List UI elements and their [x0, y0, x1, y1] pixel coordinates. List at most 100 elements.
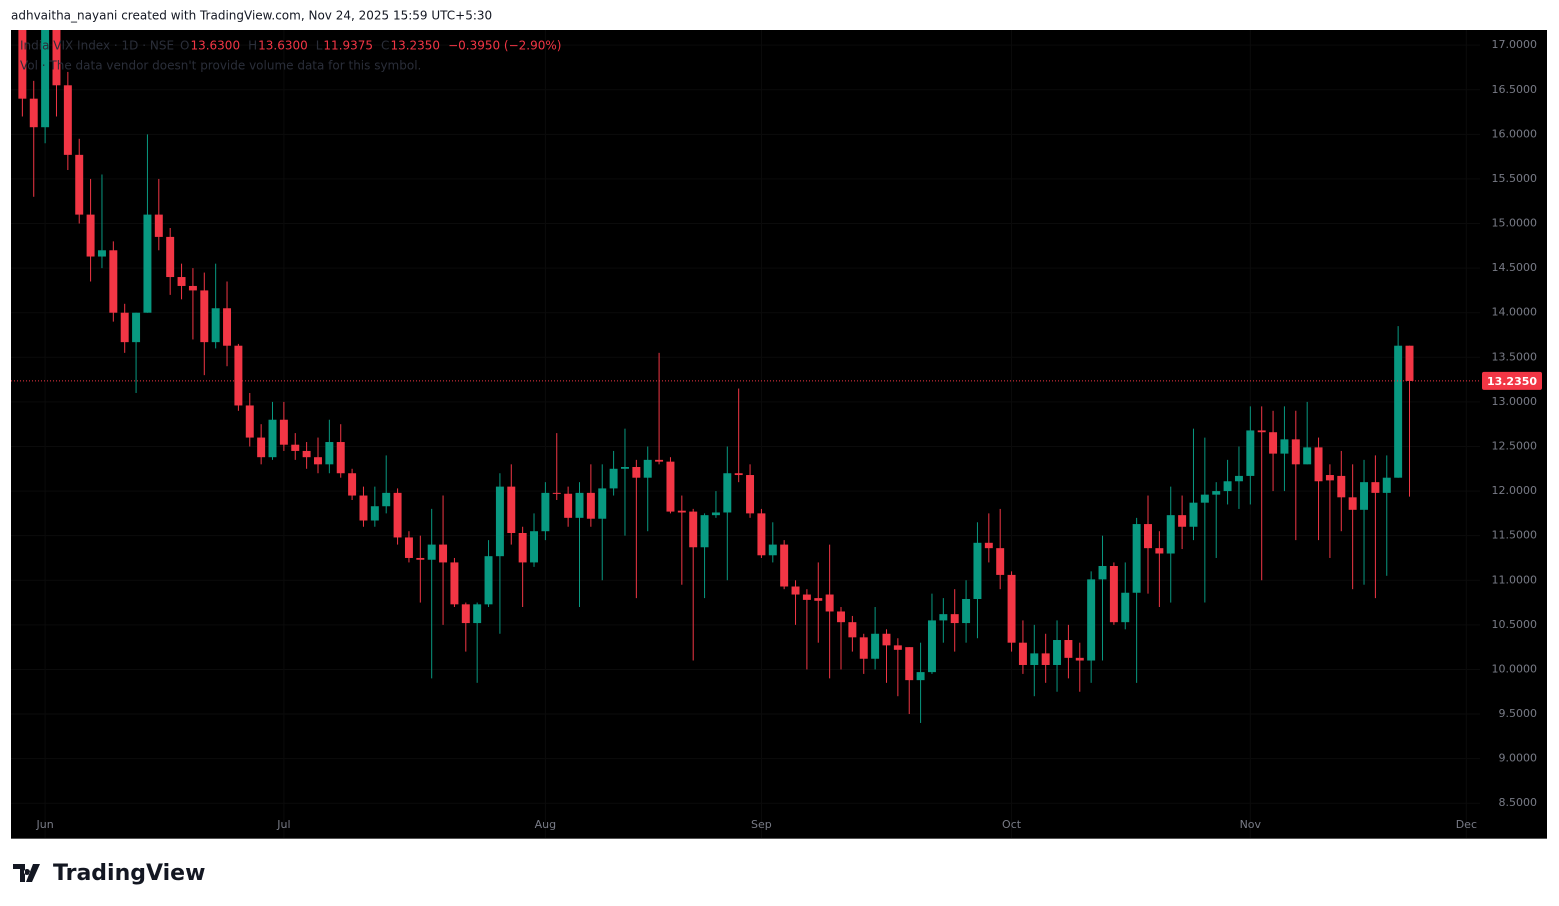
- candle-body: [1212, 491, 1221, 495]
- candle-body: [746, 475, 755, 514]
- candle-body: [154, 214, 163, 237]
- candle-body: [450, 562, 459, 605]
- candle-body: [837, 611, 845, 623]
- candle-body: [382, 492, 391, 507]
- candle-body: [893, 645, 902, 650]
- candle-body: [75, 154, 84, 215]
- candle-body: [1087, 579, 1096, 661]
- candle-body: [586, 492, 595, 519]
- logo: TradingView: [13, 861, 205, 886]
- y-tick-label: 14.0000: [1492, 306, 1538, 319]
- candle-body: [1041, 653, 1050, 665]
- legend-key: O: [180, 39, 189, 53]
- candle-body: [359, 495, 368, 521]
- candle-body: [666, 461, 675, 512]
- candle-body: [1234, 475, 1243, 482]
- candle-body: [370, 506, 379, 521]
- candle-body: [905, 647, 914, 681]
- candle-body: [314, 457, 322, 465]
- candle-body: [1178, 515, 1187, 527]
- candle-body: [871, 633, 880, 659]
- candle-body: [518, 532, 527, 563]
- candle-body: [1382, 477, 1391, 493]
- y-tick-label: 15.0000: [1492, 217, 1538, 230]
- candle-body: [177, 277, 186, 286]
- candle-body: [234, 345, 243, 406]
- x-tick-label: Nov: [1240, 818, 1262, 831]
- candle-body: [916, 672, 925, 681]
- candle-body: [109, 250, 118, 313]
- candle-body: [1257, 430, 1266, 433]
- candle-body: [882, 633, 891, 646]
- candle-body: [791, 586, 800, 595]
- candle-body: [1360, 482, 1369, 510]
- candle-body: [325, 442, 334, 465]
- candle-body: [29, 98, 38, 128]
- candle-body: [1155, 548, 1164, 554]
- volume-note: Vol · The data vendor doesn't provide vo…: [20, 59, 421, 73]
- logo-text: TradingView: [53, 861, 205, 886]
- candle-body: [814, 598, 823, 601]
- y-tick-label: 12.5000: [1492, 439, 1538, 452]
- ohlc-legend: O 13.6300 H 13.6300 L 11.9375 C 13.2350 −0.3950 …: [180, 39, 561, 53]
- candle-body: [1132, 524, 1141, 593]
- candle-body: [734, 473, 743, 476]
- candle-body: [1314, 447, 1323, 482]
- candle-body: [677, 510, 686, 513]
- y-tick-label: 16.5000: [1492, 83, 1538, 96]
- candle-body: [439, 544, 448, 563]
- candle-body: [200, 290, 209, 343]
- candle-body: [643, 459, 652, 478]
- candle-body: [507, 486, 516, 533]
- candle-body: [564, 493, 573, 518]
- candle-body: [530, 531, 538, 563]
- candle-body: [427, 544, 436, 560]
- y-tick-label: 13.5000: [1492, 350, 1538, 363]
- candle-body: [1018, 642, 1027, 665]
- legend-value: 13.6300: [190, 39, 240, 53]
- candle-body: [1200, 494, 1209, 503]
- candle-body: [825, 594, 834, 612]
- candle-body: [598, 488, 607, 519]
- logo-mark: [13, 864, 40, 882]
- candles-layer: [11, 30, 1480, 723]
- candle-body: [939, 614, 948, 621]
- candle-body: [473, 604, 482, 624]
- candle-body: [1348, 497, 1357, 510]
- candle-body: [245, 405, 254, 438]
- y-tick-label: 15.5000: [1492, 172, 1538, 185]
- candle-body: [223, 308, 232, 346]
- y-tick-label: 16.0000: [1492, 127, 1538, 140]
- x-tick-label: Jun: [36, 818, 54, 831]
- x-tick-label: Aug: [535, 818, 556, 831]
- y-tick-label: 11.5000: [1492, 529, 1538, 542]
- candle-body: [848, 622, 857, 638]
- candle-body: [1405, 345, 1414, 381]
- y-tick-label: 9.0000: [1499, 752, 1538, 765]
- candle-body: [984, 542, 993, 549]
- candle-body: [416, 557, 425, 560]
- y-tick-label: 10.5000: [1492, 618, 1538, 631]
- candle-body: [52, 30, 61, 86]
- candle-body: [404, 537, 413, 558]
- candle-body: [143, 214, 152, 313]
- candle-body: [859, 637, 868, 659]
- candle-body: [1121, 592, 1130, 623]
- x-tick-label: Oct: [1002, 818, 1022, 831]
- candle-body: [950, 614, 959, 624]
- candle-body: [1269, 432, 1278, 454]
- candle-body: [757, 513, 766, 556]
- x-tick-label: Sep: [751, 818, 772, 831]
- candle-body: [996, 548, 1005, 575]
- legend-key: H: [248, 39, 257, 53]
- candle-body: [1371, 482, 1380, 493]
- candle-body: [302, 450, 311, 458]
- candle-body: [1189, 502, 1198, 527]
- candle-body: [1030, 653, 1039, 665]
- candle-body: [63, 85, 72, 155]
- candle-body: [291, 444, 300, 451]
- legend-change: −0.3950 (−2.90%): [448, 39, 561, 53]
- candle-body: [41, 30, 50, 128]
- candle-body: [1280, 439, 1289, 454]
